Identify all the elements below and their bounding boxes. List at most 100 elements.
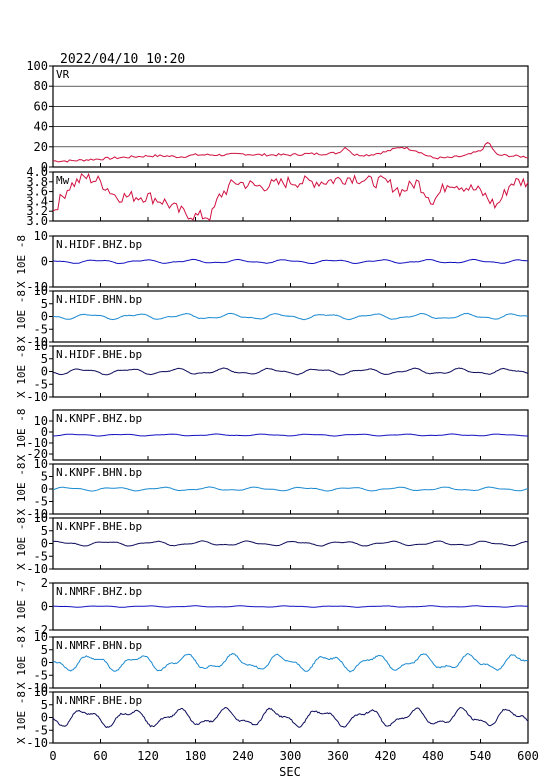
y-tick-label: 0	[41, 711, 48, 725]
panel-9: 2 0 -2 X 10E -7 N.NMRF.BHZ.bp	[15, 576, 529, 637]
y-tick-label: 2	[41, 576, 48, 590]
series-line	[52, 706, 529, 729]
y-tick-label: -5	[34, 668, 48, 682]
y-unit-label: X 10E -7	[15, 580, 28, 633]
series-line	[52, 433, 529, 437]
y-tick-label: 5	[41, 643, 48, 657]
y-tick-label: 10	[34, 630, 48, 644]
x-tick-label: 360	[327, 749, 349, 763]
y-unit-label: X 10E -8	[15, 290, 28, 343]
x-tick-label: 180	[185, 749, 207, 763]
y-tick-label: 10	[34, 229, 48, 243]
panel-frame	[52, 65, 529, 168]
y-tick-label: 5	[41, 524, 48, 538]
series-line	[52, 258, 529, 265]
y-tick-label: 5	[41, 352, 48, 366]
y-unit-label: X 10E -8	[15, 517, 28, 570]
y-tick-label: 5	[41, 297, 48, 311]
y-tick-label: 0	[41, 160, 48, 174]
y-tick-label: 20	[34, 140, 48, 154]
y-tick-label: -10	[26, 681, 48, 695]
y-tick-label: 10	[34, 339, 48, 353]
y-tick-label: 0	[41, 255, 48, 269]
series-label: N.KNPF.BHZ.bp	[56, 412, 142, 425]
panel-frame	[52, 171, 529, 222]
y-tick-label: -10	[26, 507, 48, 521]
series-line	[52, 172, 529, 222]
y-unit-label: X 10E -8	[15, 463, 28, 516]
y-tick-label: 60	[34, 99, 48, 113]
y-unit-label: X 10E -8	[15, 235, 28, 288]
series-label: N.KNPF.BHE.bp	[56, 520, 142, 533]
series-line	[52, 312, 529, 321]
x-tick-label: 540	[470, 749, 492, 763]
y-tick-label: 0	[41, 482, 48, 496]
y-unit-label: X 10E -8	[15, 636, 28, 689]
y-tick-label: 100	[26, 59, 48, 73]
y-tick-label: 3.6	[26, 185, 48, 199]
x-tick-label: 420	[375, 749, 397, 763]
chart-title: 2022/04/10 10:20	[60, 52, 185, 67]
y-tick-label: 10	[34, 511, 48, 525]
y-tick-label: -5	[34, 549, 48, 563]
y-tick-label: -5	[34, 723, 48, 737]
x-axis-label: SEC	[279, 765, 301, 779]
x-axis: 0 60 120 180 240 300 360 420 480 540 600	[49, 749, 538, 763]
y-tick-label: -10	[26, 562, 48, 576]
y-tick-label: -5	[34, 495, 48, 509]
y-tick-label: -10	[26, 335, 48, 349]
y-tick-label: 0	[41, 365, 48, 379]
y-tick-label: 3.0	[26, 214, 48, 228]
panels: 100806040200VR4.03.83.63.43.23.0Mw100-10…	[15, 59, 529, 750]
y-tick-label: -10	[26, 280, 48, 294]
x-tick-label: 240	[232, 749, 254, 763]
y-tick-label: 4.0	[26, 165, 48, 179]
series-label: VR	[56, 68, 70, 81]
series-label: N.KNPF.BHN.bp	[56, 466, 142, 479]
panel-1: 100 80 60 40 20 0 VR	[26, 59, 529, 174]
series-line	[52, 605, 528, 608]
y-tick-label: 10	[34, 414, 48, 428]
y-tick-label: -10	[26, 436, 48, 450]
y-tick-label: 10	[34, 685, 48, 699]
series-label: N.NMRF.BHN.bp	[56, 639, 142, 652]
x-tick-label: 300	[280, 749, 302, 763]
y-tick-label: 5	[41, 470, 48, 484]
y-unit-label: X 10E -8	[15, 691, 28, 744]
y-tick-label: 0	[41, 656, 48, 670]
series-line	[52, 486, 529, 492]
y-unit-label: X 10E -8	[15, 345, 28, 398]
series-line	[52, 652, 529, 673]
y-tick-label: 0	[41, 600, 48, 614]
y-tick-label: -2	[34, 623, 48, 637]
y-tick-label: 5	[41, 698, 48, 712]
x-tick-label: 0	[49, 749, 56, 763]
y-tick-label: 10	[34, 457, 48, 471]
series-label: N.NMRF.BHE.bp	[56, 694, 142, 707]
x-tick-label: 480	[422, 749, 444, 763]
series-label: N.HIDF.BHN.bp	[56, 293, 142, 306]
panel-3: 10 0 -10X 10E -8 N.HIDF.BHZ.bp	[15, 229, 529, 294]
x-tick-label: 60	[93, 749, 107, 763]
x-tick-label: 600	[517, 749, 539, 763]
y-tick-label: 80	[34, 79, 48, 93]
y-tick-label: 0	[41, 425, 48, 439]
y-tick-label: 3.2	[26, 204, 48, 218]
y-tick-label: 3.4	[26, 194, 48, 208]
series-line	[52, 540, 528, 547]
panel-2: 4.03.83.63.43.23.0 Mw	[26, 165, 529, 228]
series-label: Mw	[56, 174, 70, 187]
series-line	[52, 141, 529, 163]
y-tick-label: 3.8	[26, 175, 48, 189]
series-label: N.HIDF.BHE.bp	[56, 348, 142, 361]
x-tick-label: 120	[137, 749, 159, 763]
y-tick-label: 0	[41, 537, 48, 551]
y-tick-label: -10	[26, 390, 48, 404]
